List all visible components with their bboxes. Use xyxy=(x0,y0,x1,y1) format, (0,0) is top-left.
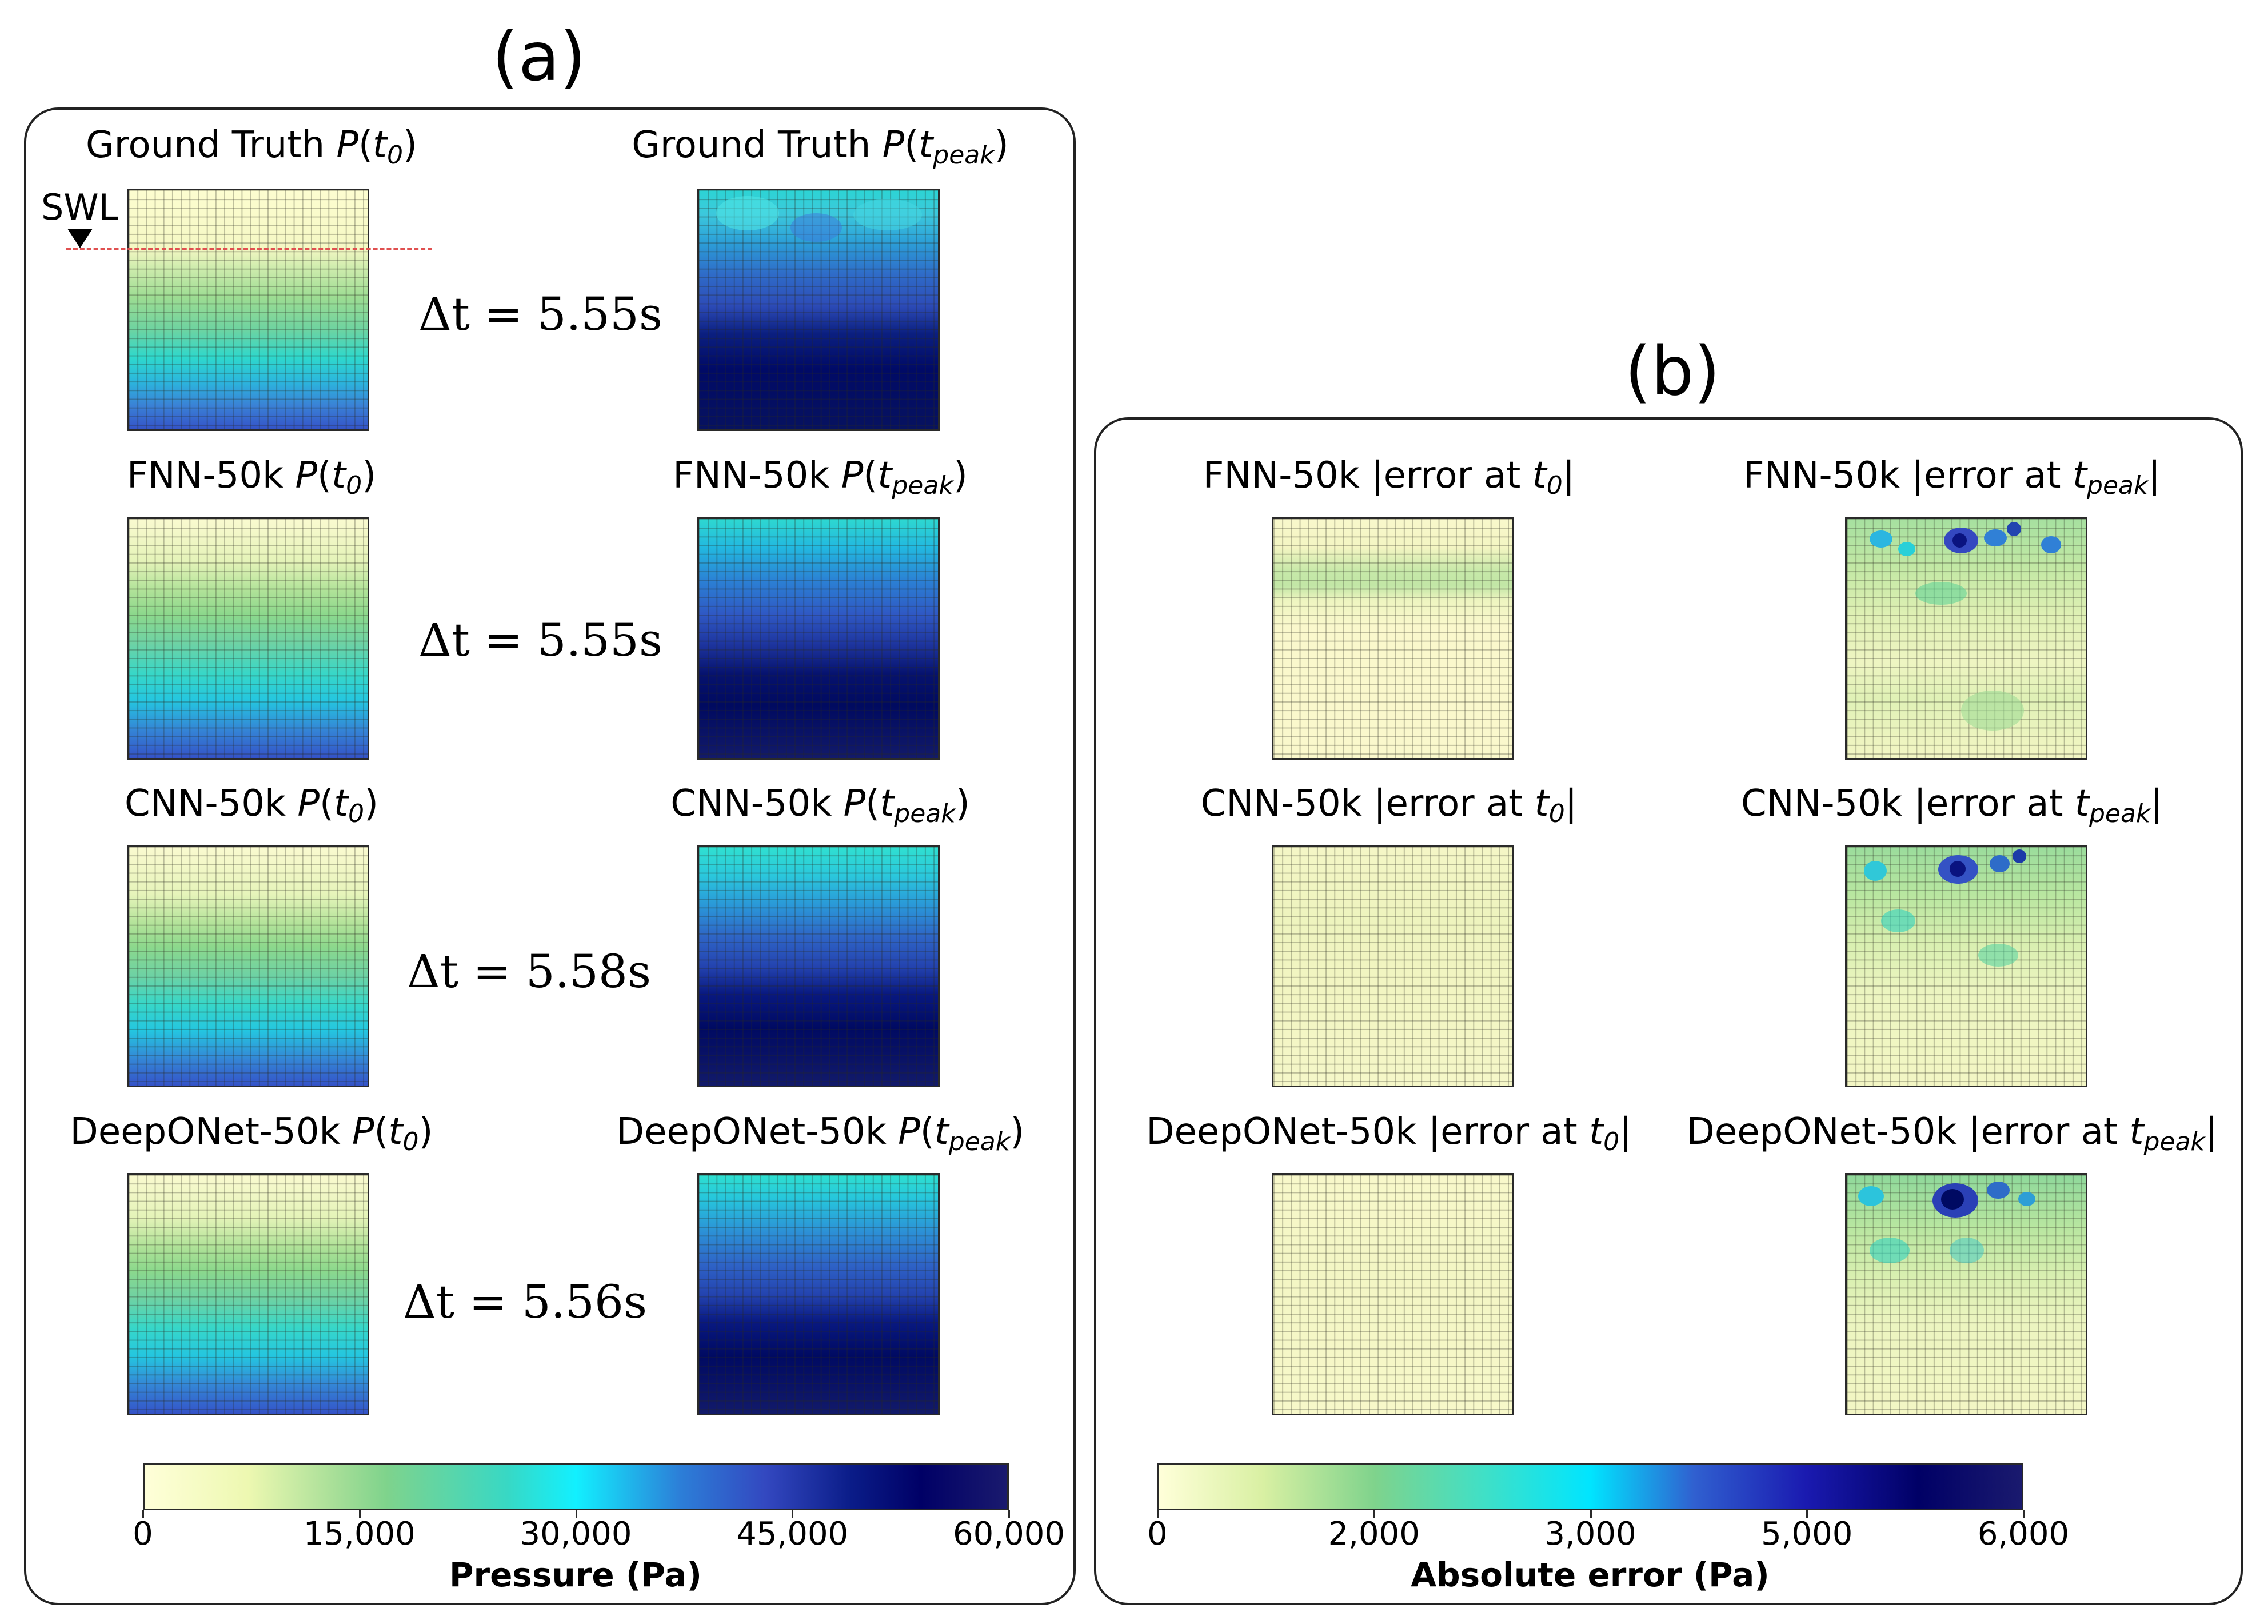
swl-marker-icon xyxy=(67,229,93,248)
pressure-colorbar-tick-mark xyxy=(142,1510,144,1518)
panel-b-row1-left-title: FNN-50k |error at t0| xyxy=(1203,454,1575,500)
panel-a-letter: (a) xyxy=(492,17,586,96)
pressure-colorbar-tick-mark xyxy=(575,1510,577,1518)
pressure-colorbar xyxy=(143,1463,1009,1510)
pressure-colorbar-tick-label: 15,000 xyxy=(303,1515,416,1553)
pressure-colorbar-tick-label: 0 xyxy=(133,1515,153,1553)
fnn-error-tpeak-heatmap xyxy=(1845,517,2087,760)
error-colorbar-label: Absolute error (Pa) xyxy=(1411,1555,1770,1594)
error-colorbar-tick-label: 0 xyxy=(1147,1515,1168,1553)
row3-delta-t: Δt = 5.58s xyxy=(407,945,651,998)
deeponet-error-tpeak-heatmap xyxy=(1845,1173,2087,1415)
deeponet-p-t0-heatmap xyxy=(127,1173,369,1415)
panel-a-row2-left-title: FNN-50k P(t0) xyxy=(126,454,377,500)
panel-b-letter: (b) xyxy=(1624,332,1720,410)
panel-a-row4-left-title: DeepONet-50k P(t0) xyxy=(70,1111,433,1156)
error-colorbar-tick-label: 2,000 xyxy=(1328,1515,1420,1553)
error-colorbar-tick-mark xyxy=(1806,1510,1808,1518)
pressure-colorbar-label: Pressure (Pa) xyxy=(449,1555,702,1594)
deeponet-p-tpeak-heatmap xyxy=(697,1173,940,1415)
row1-delta-t: Δt = 5.55s xyxy=(418,288,662,341)
panel-b-row3-right-title: DeepONet-50k |error at tpeak| xyxy=(1686,1111,2218,1156)
error-colorbar xyxy=(1157,1463,2023,1510)
swl-dashed-line xyxy=(66,248,432,250)
error-colorbar-tick-mark xyxy=(1590,1510,1592,1518)
panel-b-row2-left-title: CNN-50k |error at t0| xyxy=(1200,783,1578,828)
panel-a-row3-left-title: CNN-50k P(t0) xyxy=(125,783,378,828)
pressure-colorbar-tick-label: 30,000 xyxy=(520,1515,632,1553)
panel-a-row1-left-title: Ground Truth P(t0) xyxy=(86,124,417,170)
cnn-error-tpeak-heatmap xyxy=(1845,845,2087,1087)
cnn-error-t0-heatmap xyxy=(1272,845,1514,1087)
pressure-colorbar-tick-mark xyxy=(1008,1510,1010,1518)
fnn-p-tpeak-heatmap xyxy=(697,517,940,760)
pressure-colorbar-tick-label: 60,000 xyxy=(953,1515,1065,1553)
error-colorbar-tick-mark xyxy=(1157,1510,1159,1518)
fnn-error-t0-heatmap xyxy=(1272,517,1514,760)
fnn-p-t0-heatmap xyxy=(127,517,369,760)
panel-b-row1-right-title: FNN-50k |error at tpeak| xyxy=(1743,454,2161,500)
panel-b-row3-left-title: DeepONet-50k |error at t0| xyxy=(1146,1111,1632,1156)
deeponet-error-t0-heatmap xyxy=(1272,1173,1514,1415)
panel-a-row3-right-title: CNN-50k P(tpeak) xyxy=(670,783,970,828)
ground-truth-p-tpeak-heatmap xyxy=(697,189,940,431)
swl-label: SWL xyxy=(41,186,119,228)
panel-a-row1-right-title: Ground Truth P(tpeak) xyxy=(632,124,1009,170)
ground-truth-p-t0-heatmap xyxy=(127,189,369,431)
cnn-p-tpeak-heatmap xyxy=(697,845,940,1087)
row4-delta-t: Δt = 5.56s xyxy=(403,1275,647,1328)
error-colorbar-tick-label: 5,000 xyxy=(1761,1515,1853,1553)
panel-b-row2-right-title: CNN-50k |error at tpeak| xyxy=(1741,783,2163,828)
panel-a-row4-right-title: DeepONet-50k P(tpeak) xyxy=(616,1111,1025,1156)
error-colorbar-tick-mark xyxy=(1373,1510,1375,1518)
error-colorbar-tick-label: 6,000 xyxy=(1977,1515,2070,1553)
row2-delta-t: Δt = 5.55s xyxy=(418,613,662,667)
pressure-colorbar-tick-mark xyxy=(792,1510,794,1518)
error-colorbar-tick-mark xyxy=(2023,1510,2025,1518)
error-colorbar-tick-label: 3,000 xyxy=(1544,1515,1636,1553)
pressure-colorbar-tick-label: 45,000 xyxy=(736,1515,849,1553)
panel-a-row2-right-title: FNN-50k P(tpeak) xyxy=(673,454,968,500)
pressure-colorbar-tick-mark xyxy=(358,1510,361,1518)
cnn-p-t0-heatmap xyxy=(127,845,369,1087)
